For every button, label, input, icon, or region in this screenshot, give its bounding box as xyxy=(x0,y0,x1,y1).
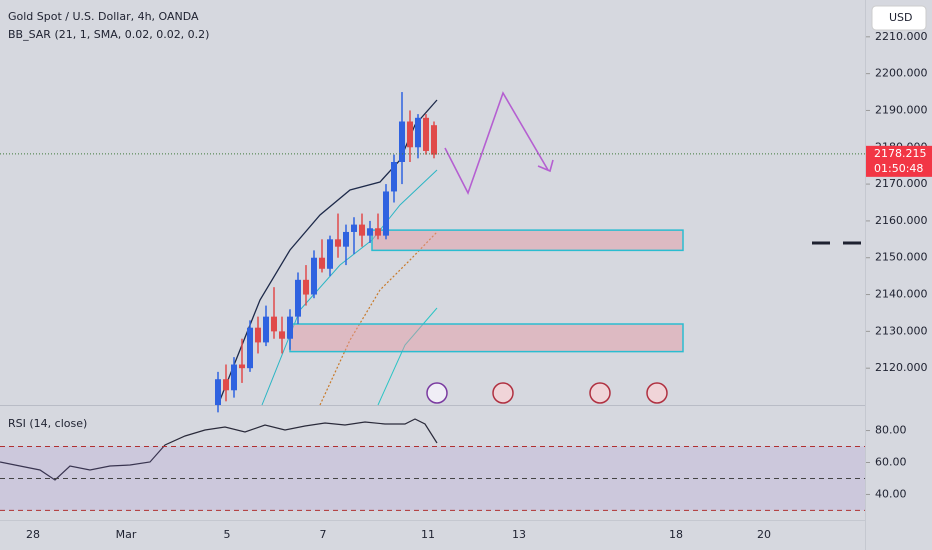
candle-body xyxy=(351,224,357,232)
candle-body xyxy=(415,117,421,148)
candle-body xyxy=(391,162,397,192)
indicator-label: BB_SAR (21, 1, SMA, 0.02, 0.02, 0.2) xyxy=(8,28,209,41)
price-tick-label: 2120.000 xyxy=(875,361,928,374)
countdown-label: 01:50:48 xyxy=(874,162,923,175)
date-label: 28 xyxy=(26,528,40,541)
candle-body xyxy=(255,327,261,343)
projection-path xyxy=(444,91,549,196)
date-label: 18 xyxy=(669,528,683,541)
candle-body xyxy=(223,379,229,391)
date-label: 11 xyxy=(421,528,435,541)
candle-body xyxy=(239,364,245,369)
rsi-line xyxy=(0,418,438,481)
candle-body xyxy=(215,379,221,405)
candle-body xyxy=(231,364,237,391)
bb-lower-2 xyxy=(377,307,438,406)
candle-body xyxy=(295,279,301,317)
candle-body xyxy=(287,316,293,339)
candle-body xyxy=(327,239,333,269)
candle-body xyxy=(431,125,437,155)
candle-body xyxy=(271,316,277,332)
chart-title: Gold Spot / U.S. Dollar, 4h, OANDA xyxy=(8,10,199,23)
price-label-bg xyxy=(866,145,932,177)
event-icon[interactable] xyxy=(492,382,514,404)
date-label: 20 xyxy=(757,528,771,541)
candle-body xyxy=(383,191,389,236)
rsi-tick-label: 80.00 xyxy=(875,424,907,437)
supply-zone xyxy=(289,323,684,353)
price-tick-label: 2160.000 xyxy=(875,214,928,227)
rsi-tick-label: 40.00 xyxy=(875,487,907,500)
candle-body xyxy=(367,228,373,236)
projection-arrowhead xyxy=(537,159,554,173)
candle-body xyxy=(423,117,429,151)
price-tick-label: 2150.000 xyxy=(875,251,928,264)
candle-body xyxy=(343,231,349,247)
date-label: 13 xyxy=(512,528,526,541)
current-price-label: 2178.215 xyxy=(874,147,927,160)
price-tick-label: 2170.000 xyxy=(875,177,928,190)
candle-body xyxy=(319,257,325,269)
date-label: 7 xyxy=(320,528,327,541)
candle-body xyxy=(247,327,253,369)
bb-basis xyxy=(261,169,438,406)
rsi-tick-label: 60.00 xyxy=(875,456,907,469)
supply-zone xyxy=(371,229,684,252)
currency-label[interactable]: USD xyxy=(889,11,913,24)
event-icon[interactable] xyxy=(426,382,448,404)
event-icon[interactable] xyxy=(646,382,668,404)
price-tick-label: 2140.000 xyxy=(875,288,928,301)
price-tick-label: 2130.000 xyxy=(875,324,928,337)
candle-body xyxy=(303,279,309,295)
candle-body xyxy=(407,121,413,148)
candle-body xyxy=(375,228,381,236)
price-tick-label: 2210.000 xyxy=(875,30,928,43)
price-tick-label: 2200.000 xyxy=(875,67,928,80)
candle-body xyxy=(279,331,285,339)
date-label: 5 xyxy=(224,528,231,541)
candle-body xyxy=(335,239,341,247)
date-label: Mar xyxy=(116,528,137,541)
event-icon[interactable] xyxy=(589,382,611,404)
candle-body xyxy=(399,121,405,162)
candle-body xyxy=(263,316,269,343)
candle-body xyxy=(359,224,365,236)
currency-button[interactable] xyxy=(871,5,927,31)
rsi-label: RSI (14, close) xyxy=(8,417,87,430)
candle-body xyxy=(311,257,317,295)
price-tick-label: 2190.000 xyxy=(875,103,928,116)
